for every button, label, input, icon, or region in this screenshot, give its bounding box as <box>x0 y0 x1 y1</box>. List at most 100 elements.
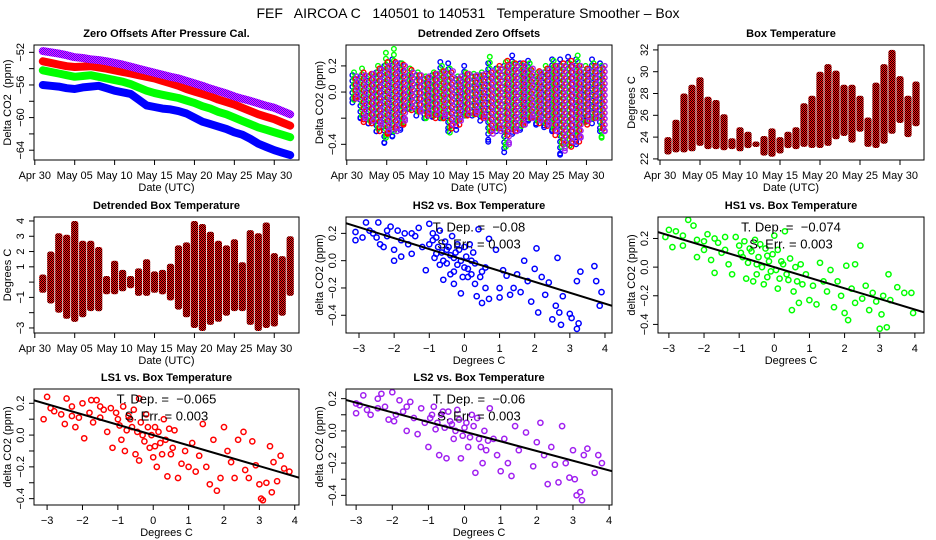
daily-range-bar <box>848 84 856 143</box>
data-point <box>479 459 486 467</box>
daily-range-bar <box>166 263 175 301</box>
y-axis-label: Degrees C <box>2 249 14 302</box>
data-point <box>490 68 497 75</box>
data-point <box>418 83 425 90</box>
data-point <box>765 258 773 265</box>
data-point <box>474 77 481 84</box>
data-point <box>497 467 505 475</box>
data-point <box>474 72 481 79</box>
data-point <box>601 98 608 105</box>
data-point <box>568 57 575 64</box>
data-point <box>192 468 200 475</box>
daily-range-bar <box>760 136 768 156</box>
data-point <box>466 88 473 95</box>
x-tick-label: 4 <box>606 515 612 527</box>
data-point <box>354 85 361 92</box>
data-point <box>577 74 584 81</box>
data-point <box>545 90 552 97</box>
data-point <box>442 92 449 99</box>
panel-hs2-vs-box-temperature: T. Dep. = −0.08 S. Err. = 0.003 −3 −2 −1 0 1 2 3… <box>314 200 613 367</box>
data-point <box>72 423 79 431</box>
data-point <box>394 113 401 120</box>
data-point <box>425 443 432 451</box>
data-point <box>402 86 409 93</box>
data-point <box>865 306 873 314</box>
data-point <box>68 403 76 410</box>
data-point <box>569 80 576 87</box>
data-point <box>596 302 604 310</box>
daily-range-bar <box>744 131 752 149</box>
data-point <box>561 80 568 87</box>
x-axis-label: Degrees C <box>453 355 506 367</box>
data-point <box>737 249 745 257</box>
data-point <box>103 428 111 436</box>
x-tick-label: 4 <box>602 343 608 355</box>
data-point <box>545 279 553 286</box>
data-point <box>254 140 262 148</box>
data-point <box>593 87 600 94</box>
data-point <box>756 240 764 248</box>
data-point <box>442 112 449 119</box>
data-point <box>578 496 586 504</box>
data-point <box>506 86 513 93</box>
data-point <box>262 143 270 151</box>
data-point <box>876 325 884 333</box>
data-point <box>601 115 608 122</box>
data-point <box>601 80 608 87</box>
data-point <box>158 105 167 113</box>
data-point <box>482 76 489 83</box>
data-point <box>496 294 503 301</box>
data-point <box>872 298 880 305</box>
data-point <box>851 299 859 307</box>
data-point <box>569 104 576 111</box>
data-point <box>79 399 86 407</box>
data-point <box>482 82 489 89</box>
daily-range-bar <box>856 95 864 132</box>
data-point <box>601 104 608 111</box>
data-point <box>841 309 848 317</box>
x-tick-label: 1 <box>496 343 502 355</box>
data-point <box>246 120 254 128</box>
data-point <box>438 62 445 69</box>
data-point <box>468 270 475 278</box>
data-point <box>458 108 465 115</box>
daily-range-bar <box>904 95 912 138</box>
data-point <box>135 96 143 104</box>
data-point <box>434 82 441 89</box>
plot-area <box>349 45 608 158</box>
data-point <box>506 104 513 111</box>
data-point <box>410 98 417 105</box>
data-point <box>591 262 598 270</box>
x-tick-label: −3 <box>353 343 366 355</box>
data-point <box>150 69 159 77</box>
y-tick-label: −64 <box>15 141 27 160</box>
data-point <box>378 84 385 91</box>
data-point <box>426 73 433 80</box>
data-point <box>545 72 552 79</box>
data-point <box>394 119 401 126</box>
data-point <box>214 96 222 104</box>
data-point <box>278 107 286 115</box>
data-point <box>354 73 361 80</box>
data-point <box>40 415 47 423</box>
data-point <box>669 243 676 251</box>
data-point <box>537 75 544 82</box>
data-point <box>466 111 473 118</box>
data-point <box>166 105 175 113</box>
y-tick-label: −0.2 <box>639 285 651 307</box>
data-point <box>574 52 581 59</box>
data-point <box>403 403 411 411</box>
data-point <box>47 68 55 76</box>
data-point <box>222 110 230 118</box>
x-axis-label: Degrees C <box>765 355 818 367</box>
data-point <box>482 284 489 292</box>
data-point <box>498 94 505 101</box>
data-point <box>202 463 210 471</box>
data-point <box>690 222 697 229</box>
data-point <box>498 83 505 90</box>
data-point <box>466 433 474 441</box>
x-tick-label: 0 <box>461 343 467 355</box>
data-point <box>490 103 497 110</box>
data-point <box>402 109 409 116</box>
data-point <box>763 273 771 281</box>
